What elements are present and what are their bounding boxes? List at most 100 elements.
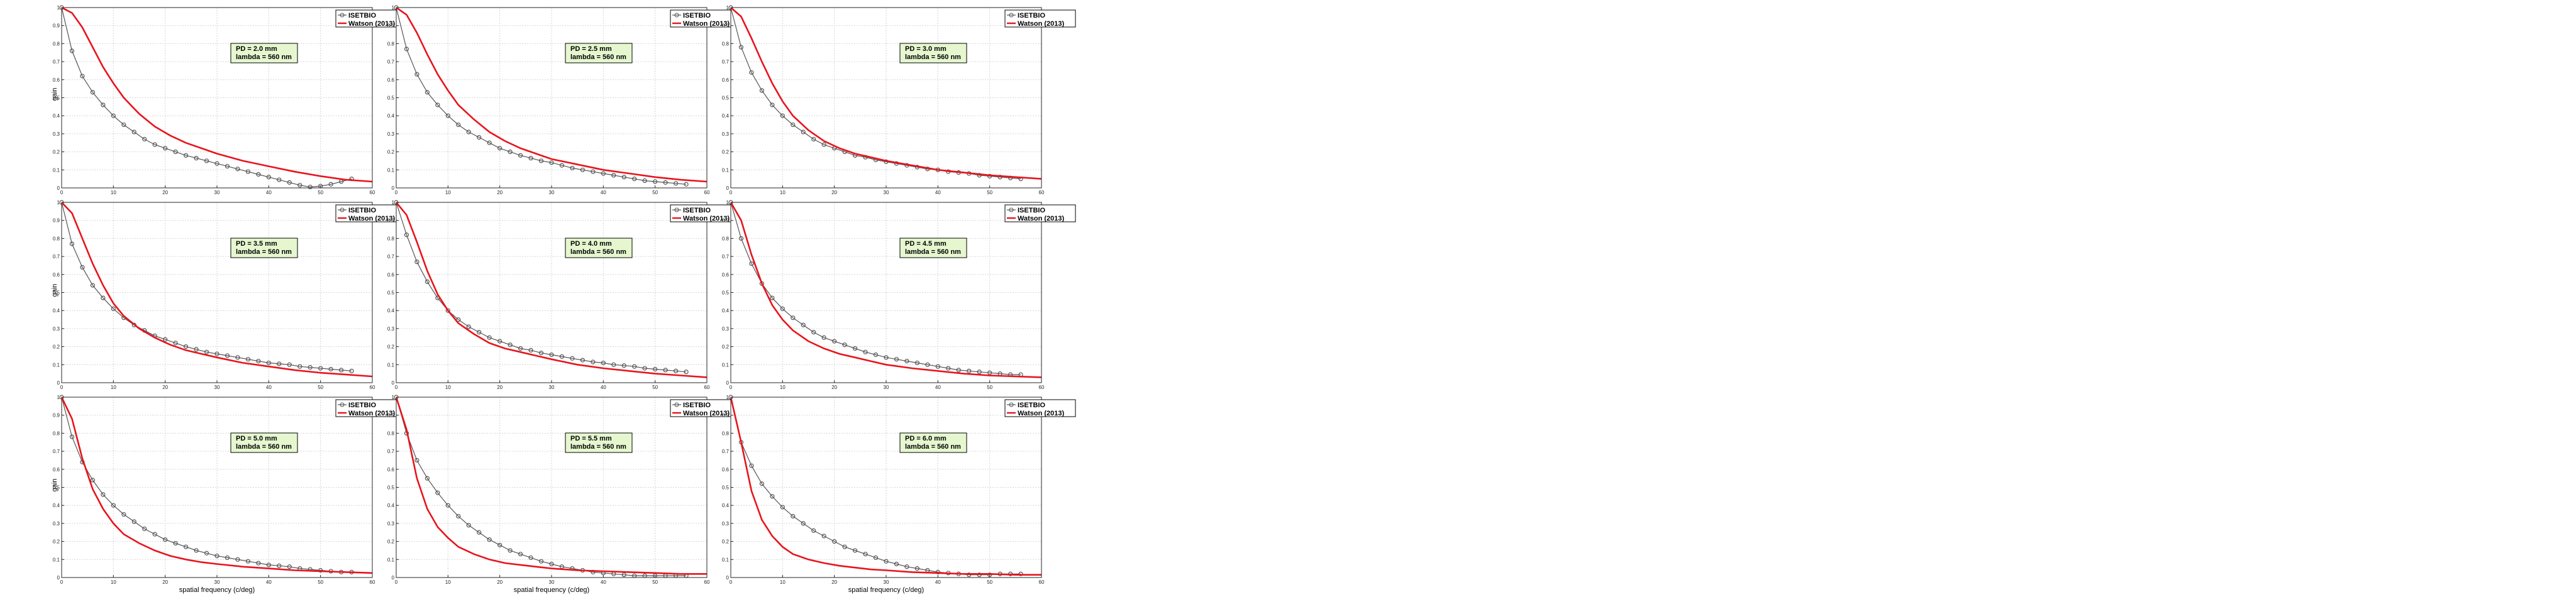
y-tick-label: 0.9 [722,413,730,419]
x-tick-label: 40 [266,579,272,585]
isetbio-data-point [738,236,744,241]
plot-area [396,397,707,578]
legend-label: ISETBIO [348,12,376,19]
y-tick-label: 1 [57,200,60,205]
isetbio-data-point [791,513,796,519]
x-tick-label: 50 [652,579,658,585]
isetbio-data-point [477,330,482,335]
isetbio-data-point [601,360,606,366]
legend-box [670,9,741,28]
annotation-text: lambda = 560 nm [570,443,626,451]
legend-marker [1009,207,1014,212]
annotation-text: lambda = 560 nm [236,443,292,451]
legend-box [1004,399,1076,417]
legend-label: ISETBIO [348,207,376,214]
isetbio-data-point [528,156,533,161]
y-tick-label: 0.5 [53,290,60,296]
x-tick-label: 40 [935,579,941,585]
legend-label: Watson (2013) [1018,20,1065,28]
isetbio-data-point [780,505,785,510]
y-tick-label: 0.3 [387,521,395,527]
isetbio-data-point [235,167,240,172]
isetbio-data-point [308,184,313,190]
y-tick-label: 0.9 [722,23,730,29]
legend-label: Watson (2013) [683,410,730,417]
isetbio-series-line [396,397,687,576]
isetbio-data-point [425,90,430,95]
y-tick-label: 0.5 [722,96,730,101]
subplot: 0 10 20 30 40 50 6000.10.20.30.40.50.60.70.80.… [53,395,407,585]
annotation-background [565,432,633,453]
y-tick-label: 0.6 [53,467,60,473]
annotation-text: PD = 4.0 mm [570,240,612,248]
isetbio-data-point [538,559,544,564]
isetbio-data-point [435,490,440,495]
y-tick-label: 0 [392,575,395,581]
y-tick-label: 0.7 [387,449,395,454]
isetbio-data-point [925,362,930,367]
isetbio-data-point [632,364,637,369]
isetbio-data-point [487,335,492,340]
y-tick-label: 0 [57,380,60,386]
plot-area [62,8,372,188]
isetbio-data-point [194,548,199,553]
isetbio-data-point [184,153,189,158]
y-tick-label: 0.3 [53,131,60,137]
isetbio-data-point [884,559,889,564]
isetbio-data-point [770,494,775,499]
isetbio-data-point [194,347,199,352]
isetbio-data-point [738,45,744,50]
y-tick-label: 0.5 [387,290,395,296]
y-tick-label: 0.9 [387,218,395,224]
y-tick-label: 1 [726,5,730,11]
isetbio-data-point [204,158,209,163]
plot-area [731,397,1041,578]
isetbio-data-point [256,561,261,566]
legend-label: ISETBIO [1018,207,1045,214]
x-tick-label: 30 [214,190,220,195]
y-tick-label: 0.2 [53,539,60,545]
plot-area [731,8,1041,188]
y-tick-label: 0.6 [53,272,60,278]
isetbio-data-point [518,346,523,351]
x-tick-label: 40 [935,385,941,390]
isetbio-data-point [653,366,658,372]
legend-marker [1009,402,1014,407]
y-tick-label: 0.9 [53,413,60,419]
annotation-background [230,238,298,258]
isetbio-data-point [214,351,219,356]
isetbio-data-point [842,544,847,549]
isetbio-data-point [528,555,533,561]
y-tick-label: 0.9 [53,23,60,29]
y-tick-label: 1 [392,200,395,205]
watson-series-line [731,8,1041,180]
legend-box [335,9,407,28]
y-tick-label: 0.6 [387,272,395,278]
x-tick-label: 10 [111,190,116,195]
y-tick-label: 1 [392,5,395,11]
isetbio-data-point [780,306,785,311]
y-tick-label: 0 [392,185,395,191]
x-tick-label: 10 [445,190,451,195]
y-tick-label: 0.2 [722,344,730,350]
isetbio-data-point [684,370,689,375]
isetbio-data-point [445,308,450,313]
isetbio-data-point [601,171,606,176]
isetbio-data-point [749,463,754,468]
y-tick-label: 0 [57,575,60,581]
x-tick-label: 50 [652,385,658,390]
x-tick-label: 30 [549,190,555,195]
y-tick-label: 0.1 [722,167,730,173]
x-tick-label: 20 [497,385,502,390]
y-tick-label: 0.3 [53,521,60,527]
x-tick-label: 30 [549,385,555,390]
y-tick-label: 0.3 [387,326,395,332]
isetbio-data-point [884,355,889,360]
legend-box [1004,204,1076,222]
annotation-background [899,238,967,258]
isetbio-data-point [152,142,157,147]
